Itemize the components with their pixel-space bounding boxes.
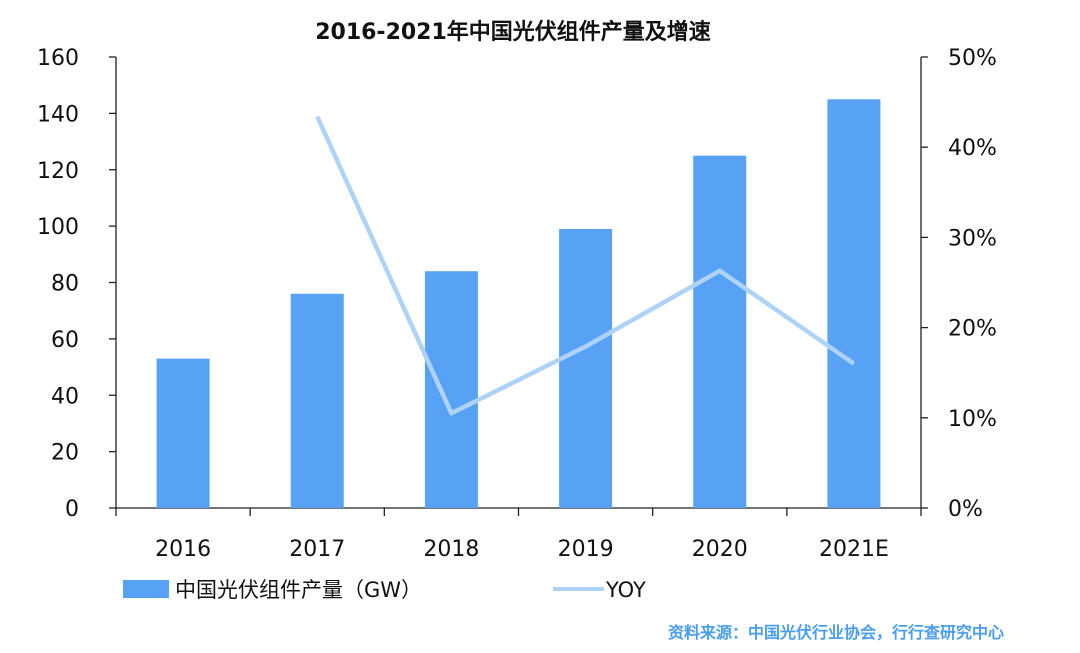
chart-title: 2016-2021年中国光伏组件产量及增速 <box>315 19 711 45</box>
x-tick-label: 2021E <box>819 537 889 562</box>
x-tick-label: 2019 <box>558 537 614 562</box>
bar <box>290 293 344 508</box>
legend: 中国光伏组件产量（GW） YOY <box>123 578 646 602</box>
y-right-tick-label: 50% <box>948 46 997 71</box>
bar <box>156 358 210 508</box>
legend-line-label: YOY <box>605 578 646 602</box>
y-left-tick-label: 0 <box>65 497 79 522</box>
y-right-tick-label: 10% <box>948 407 997 432</box>
legend-bar-swatch <box>123 580 169 598</box>
source-note: 资料来源：中国光伏行业协会，行行查研究中心 <box>668 623 1004 642</box>
y-left-tick-label: 60 <box>51 328 79 353</box>
y-left-tick-label: 160 <box>37 46 79 71</box>
x-tick-label: 2020 <box>692 537 748 562</box>
y-left-tick-label: 140 <box>37 102 79 127</box>
y-left-tick-label: 20 <box>51 441 79 466</box>
axes: 0 20 40 60 80 100 120 140 160 0% 10% 20% 30% 40% 50% 20… <box>37 46 997 562</box>
y-left-tick-label: 120 <box>37 159 79 184</box>
bar <box>827 99 881 508</box>
line-series <box>315 115 856 416</box>
y-right-tick-label: 40% <box>948 136 997 161</box>
bar <box>424 271 478 508</box>
x-tick-label: 2016 <box>155 537 211 562</box>
x-tick-label: 2017 <box>289 537 345 562</box>
bar <box>559 228 613 508</box>
y-left-tick-label: 40 <box>51 384 79 409</box>
y-left-tick-label: 80 <box>51 272 79 297</box>
bar-series <box>156 99 881 508</box>
y-right-tick-label: 20% <box>948 317 997 342</box>
y-right-tick-label: 30% <box>948 226 997 251</box>
y-right-tick-label: 0% <box>948 497 983 522</box>
bar <box>693 155 747 508</box>
x-tick-label: 2018 <box>423 537 479 562</box>
legend-bar-label: 中国光伏组件产量（GW） <box>175 578 422 602</box>
y-left-tick-label: 100 <box>37 215 79 240</box>
